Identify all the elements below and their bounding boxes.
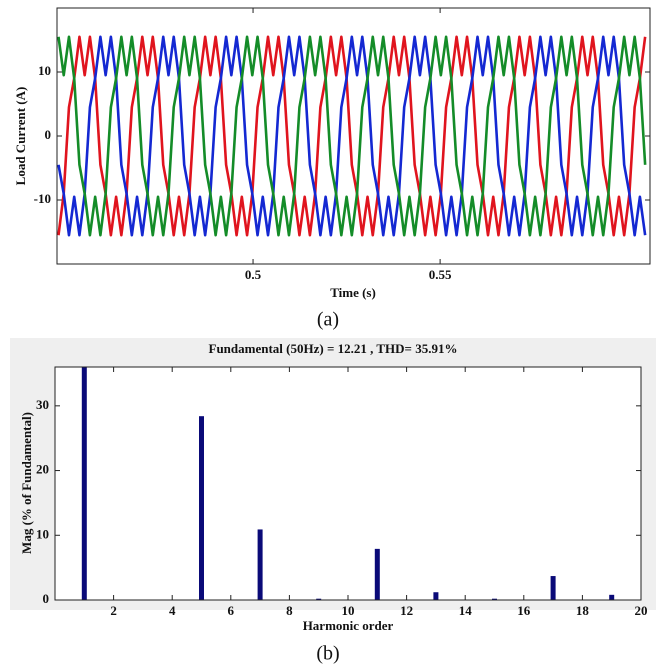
x-tick-label: 2 [110,603,117,618]
y-tick-label: -10 [34,191,51,206]
frame [54,366,642,601]
plot-area [55,367,641,600]
bar [257,529,263,600]
y-tick-label: 0 [45,127,52,142]
x-tick-label: 8 [286,603,293,618]
bar [81,367,87,600]
bar [433,592,439,600]
y-tick-label: 30 [36,397,49,412]
bar [609,594,615,600]
y-tick-label: 10 [36,526,49,541]
x-axis-label: Time (s) [330,285,376,300]
bar [316,598,322,600]
frame [56,7,651,265]
bar [550,576,556,600]
caption: (a) [317,309,339,331]
data-line [57,35,647,237]
x-axis-label: Harmonic order [303,618,394,633]
x-tick-label: 0.55 [429,267,452,282]
chart-title: Fundamental (50Hz) = 12.21 , THD= 35.91% [209,341,458,356]
x-tick-label: 10 [342,603,355,618]
x-tick-label: 14 [459,603,473,618]
caption: (b) [316,643,339,665]
x-tick-label: 4 [169,603,176,618]
bar [492,598,497,600]
x-tick-label: 12 [400,603,413,618]
y-axis-label: Mag (% of Fundamental) [19,412,34,554]
y-tick-label: 10 [38,63,51,78]
x-tick-label: 16 [517,603,531,618]
data-line [57,35,647,237]
x-tick-label: 0.5 [245,267,262,282]
y-axis-label: Load Current (A) [13,87,28,186]
bar [374,548,380,600]
x-tick-label: 18 [576,603,590,618]
data-line [57,35,647,237]
x-tick-label: 20 [635,603,648,618]
x-tick-label: 6 [228,603,235,618]
y-tick-label: 20 [36,462,49,477]
bar [199,416,204,600]
y-tick-label: 0 [43,591,50,606]
